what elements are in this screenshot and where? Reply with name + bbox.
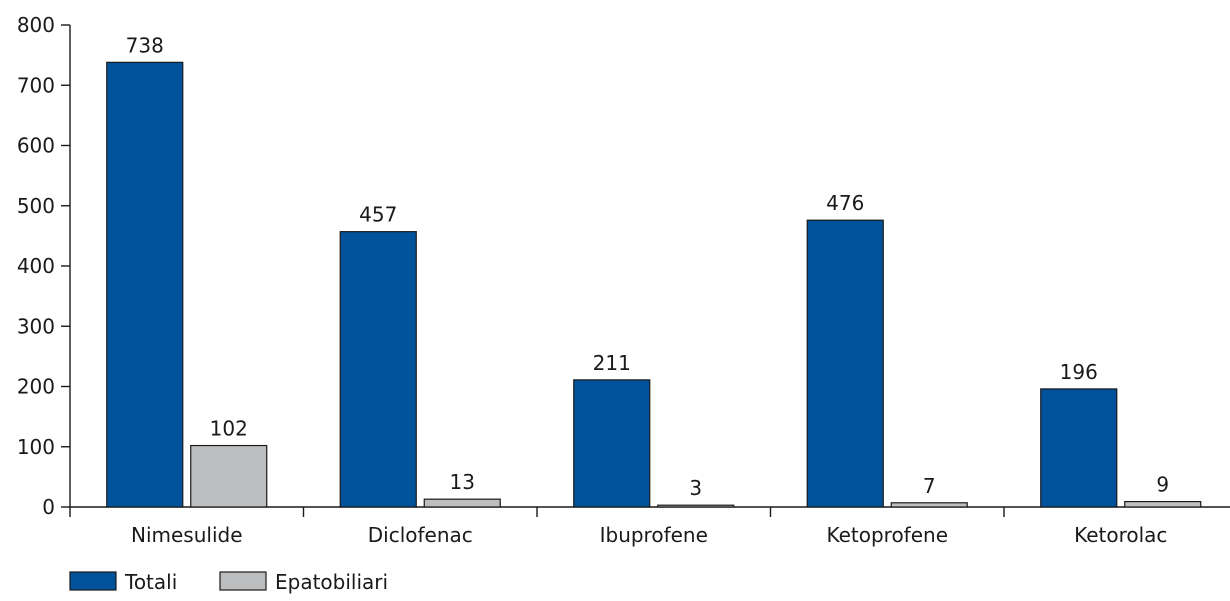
x-tick-label: Nimesulide bbox=[131, 523, 243, 547]
legend-swatch-epatobiliari bbox=[219, 571, 267, 591]
data-label: 9 bbox=[1156, 473, 1169, 497]
data-label: 738 bbox=[126, 33, 164, 57]
x-tick-label: Ketorolac bbox=[1074, 523, 1167, 547]
bar-epatobiliari-diclofenac bbox=[423, 498, 501, 508]
y-tick-label: 100 bbox=[17, 435, 55, 459]
bar-totali-ketoprofene bbox=[806, 219, 884, 508]
x-tick-label: Ketoprofene bbox=[826, 523, 948, 547]
y-tick-label: 500 bbox=[17, 194, 55, 218]
bars bbox=[106, 61, 1202, 508]
y-tick-label: 400 bbox=[17, 254, 55, 278]
legend-label-epatobiliari: Epatobiliari bbox=[275, 570, 388, 594]
bar-totali-diclofenac bbox=[339, 231, 417, 508]
y-tick-label: 0 bbox=[42, 495, 55, 519]
legend-swatch-totali bbox=[69, 571, 117, 591]
data-label: 196 bbox=[1060, 360, 1098, 384]
data-label: 13 bbox=[450, 470, 475, 494]
legend-label-totali: Totali bbox=[124, 570, 177, 594]
y-tick-label: 200 bbox=[17, 375, 55, 399]
data-label: 7 bbox=[923, 474, 936, 498]
data-label: 457 bbox=[359, 203, 397, 227]
x-tick-label: Diclofenac bbox=[368, 523, 473, 547]
bar-epatobiliari-ketorolac bbox=[1124, 500, 1202, 508]
y-axis: 0 100 200 300 400 500 600 700 800 bbox=[17, 13, 71, 519]
x-axis: Nimesulide Diclofenac Ibuprofene Ketoprofen… bbox=[70, 506, 1230, 547]
data-labels: 738 102 457 13 211 3 476 7 196 9 bbox=[126, 33, 1169, 500]
legend: Totali Epatobiliari bbox=[69, 570, 388, 594]
bar-totali-ibuprofene bbox=[573, 379, 651, 508]
x-tick-label: Ibuprofene bbox=[600, 523, 708, 547]
data-label: 476 bbox=[826, 191, 864, 215]
data-label: 102 bbox=[210, 417, 248, 441]
data-label: 211 bbox=[593, 351, 631, 375]
bar-epatobiliari-nimesulide bbox=[190, 444, 268, 508]
bar-totali-ketorolac bbox=[1040, 388, 1118, 508]
bar-epatobiliari-ibuprofene bbox=[657, 504, 735, 508]
y-tick-label: 300 bbox=[17, 314, 55, 338]
data-label: 3 bbox=[689, 476, 702, 500]
y-tick-label: 700 bbox=[17, 73, 55, 97]
y-tick-label: 800 bbox=[17, 13, 55, 37]
bar-epatobiliari-ketoprofene bbox=[890, 502, 968, 508]
bar-totali-nimesulide bbox=[106, 61, 184, 508]
y-tick-label: 600 bbox=[17, 134, 55, 158]
